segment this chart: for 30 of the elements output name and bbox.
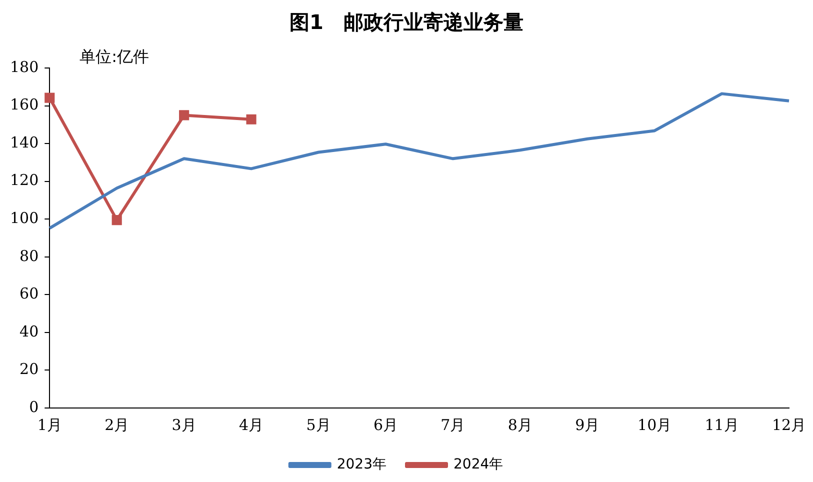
point	[112, 215, 122, 226]
x-tick-label: 1月	[37, 416, 62, 434]
y-tick-label: 40	[20, 322, 39, 340]
x-tick-label: 3月	[172, 416, 196, 434]
y-tick-label: 180	[10, 58, 39, 76]
x-tick-label: 10月	[638, 416, 672, 434]
y-tick-label: 140	[10, 133, 39, 152]
point	[246, 114, 256, 124]
y-tick-label: 20	[20, 360, 39, 378]
text: 单位:亿件	[80, 47, 150, 66]
y-tick-label: 80	[20, 246, 39, 265]
chart-title: 图1 邮政行业寄递业务量	[288, 9, 524, 36]
x-tick-label: 8月	[508, 416, 532, 434]
x-tick-label: 6月	[373, 416, 398, 434]
x-tick-label: 4月	[239, 416, 264, 434]
y-tick-label: 100	[10, 209, 39, 227]
x-tick-label: 9月	[575, 416, 600, 434]
legend-label: 2024年	[454, 456, 504, 473]
x-tick-label: 5月	[306, 416, 331, 434]
y-tick-label: 60	[20, 284, 39, 303]
point	[44, 92, 55, 103]
x-tick-label: 12月	[772, 416, 806, 434]
y-tick-label: 160	[10, 96, 39, 114]
x-tick-label: 11月	[704, 416, 739, 434]
x-tick-label: 7月	[440, 416, 466, 434]
y-tick-label: 120	[10, 171, 39, 190]
point	[179, 110, 190, 120]
legend-label: 2023年	[336, 456, 387, 473]
y-tick-label: 0	[29, 398, 39, 416]
x-tick-label: 2月	[104, 416, 130, 434]
